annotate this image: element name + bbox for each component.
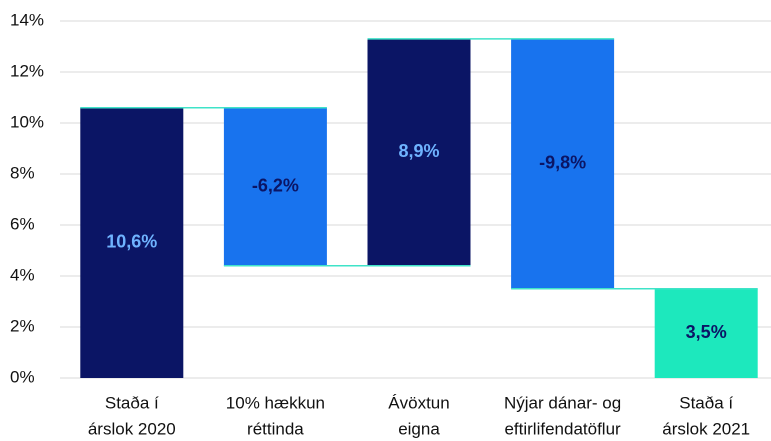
y-tick-label: 10% <box>10 112 44 131</box>
x-tick-label: eigna <box>398 419 440 438</box>
y-tick-label: 12% <box>10 61 44 80</box>
x-tick-label: Staða í <box>679 393 733 412</box>
data-label: 3,5% <box>686 322 727 342</box>
data-label: 10,6% <box>106 232 157 252</box>
bar <box>367 38 471 266</box>
y-tick-label: 8% <box>10 163 35 182</box>
x-tick-label: árslok 2021 <box>662 419 750 438</box>
bar <box>654 288 758 378</box>
bar <box>511 38 615 289</box>
x-tick-label: Ávöxtun <box>388 393 449 412</box>
data-label: -6,2% <box>252 176 299 196</box>
x-tick-label: árslok 2020 <box>88 419 176 438</box>
y-tick-label: 6% <box>10 214 35 233</box>
data-label: -9,8% <box>539 153 586 173</box>
y-tick-label: 2% <box>10 316 35 335</box>
bar <box>223 107 327 266</box>
y-tick-label: 14% <box>10 10 44 29</box>
x-tick-label: 10% hækkun <box>226 393 325 412</box>
data-label: 8,9% <box>398 141 439 161</box>
x-tick-label: Nýjar dánar- og <box>504 393 621 412</box>
y-tick-label: 0% <box>10 367 35 386</box>
x-tick-label: Staða í <box>105 393 159 412</box>
x-tick-label: eftirlifendatöflur <box>504 419 621 438</box>
x-tick-label: réttinda <box>247 419 304 438</box>
y-tick-label: 4% <box>10 265 35 284</box>
bar <box>80 107 184 378</box>
